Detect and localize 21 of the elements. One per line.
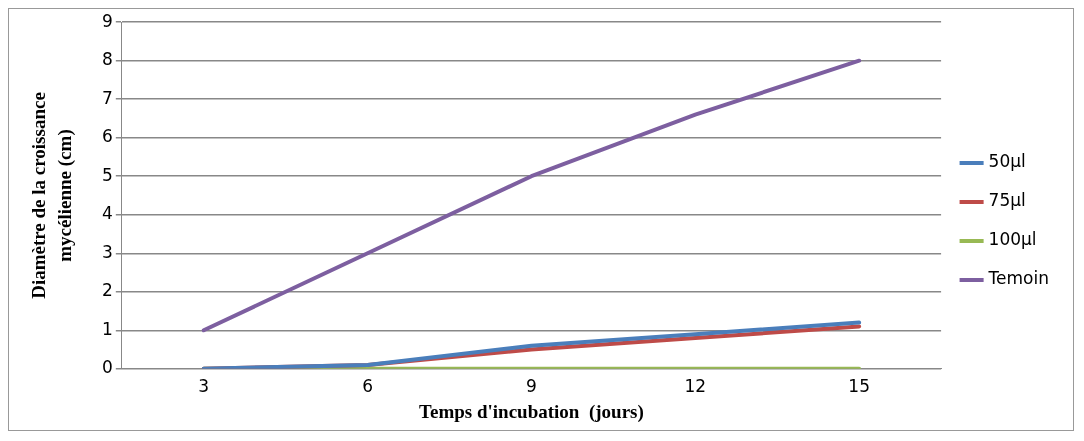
- y-tick-label: 5: [101, 164, 113, 185]
- x-tick-label: 3: [198, 376, 210, 397]
- y-tick-label: 0: [101, 357, 113, 378]
- y-tick-label: 9: [101, 10, 113, 31]
- x-tick-label: 12: [684, 376, 707, 397]
- legend-label: Temoin: [987, 268, 1050, 289]
- legend-label: 75µl: [988, 190, 1026, 211]
- y-tick-label: 8: [101, 49, 113, 70]
- x-tick-label: 6: [362, 376, 374, 397]
- y-tick-label: 2: [101, 280, 113, 301]
- legend-label: 100µl: [988, 229, 1037, 250]
- x-tick-label: 9: [526, 376, 537, 397]
- legend-label: 50µl: [988, 151, 1026, 172]
- y-tick-label: 4: [101, 203, 113, 224]
- y-tick-label: 1: [101, 318, 113, 339]
- y-tick-label: 3: [101, 241, 113, 262]
- y-tick-label: 6: [101, 126, 113, 147]
- x-axis-title: Temps d'incubation (jours): [419, 400, 644, 423]
- y-axis-title: Diamètre de la croissance mycélienne (cm): [27, 92, 76, 299]
- y-tick-label: 7: [101, 87, 113, 108]
- x-tick-label: 15: [848, 376, 870, 397]
